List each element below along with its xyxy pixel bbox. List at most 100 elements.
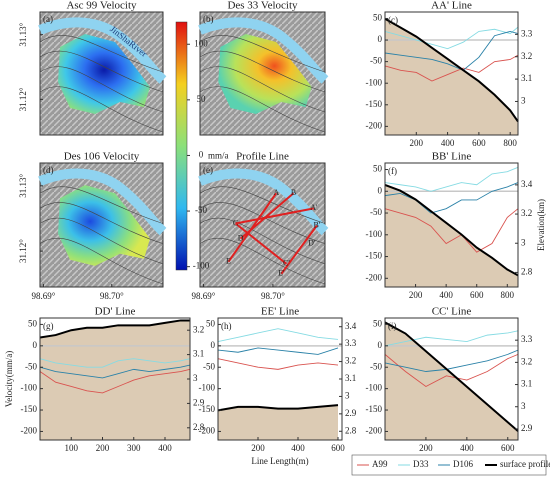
landslide-area	[58, 185, 150, 266]
y2-tick-label: 3.2	[345, 356, 356, 366]
y-tick-label: 0	[378, 340, 383, 350]
velocity-line	[384, 182, 519, 214]
y-tick-label: -50	[203, 361, 215, 371]
y-tick-label: 31.13°	[18, 174, 28, 198]
landslide-area	[58, 34, 150, 114]
x-tick-label: 98.69°	[192, 291, 216, 301]
y-tick-label: 50	[206, 318, 216, 328]
velocity-line	[384, 166, 519, 192]
velocity-line	[384, 349, 519, 372]
map-background	[199, 162, 326, 288]
colorbar-tick-label: 0	[199, 150, 204, 160]
y2-tick-label: 3.1	[193, 349, 204, 359]
x-tick-label: 600	[470, 290, 484, 300]
y-tick-label: -200	[21, 426, 38, 436]
y2-tick-label: 3	[521, 401, 526, 411]
velocity-line	[217, 358, 339, 370]
y2-tick-label: 3.2	[521, 208, 532, 218]
surface-area	[385, 18, 518, 135]
y-tick-label: 50	[373, 164, 383, 174]
y2-tick-label: 3	[521, 237, 526, 247]
y2-tick-label: 3.1	[521, 73, 532, 83]
y2-tick-label: 2.8	[345, 425, 357, 435]
surface-line	[384, 183, 519, 277]
y-tick-label: 0	[211, 340, 216, 350]
y2-tick-label: 3	[193, 373, 198, 383]
contour	[199, 35, 326, 73]
colorbar	[175, 21, 188, 271]
profile-line	[235, 207, 315, 225]
panel-label: (f)	[388, 166, 397, 176]
contour	[199, 50, 326, 93]
y-tick-label: 31.12°	[18, 239, 28, 263]
velocity-line	[384, 26, 519, 50]
panel-title: BB' Line	[432, 151, 472, 163]
x-tick-label: 300	[127, 443, 141, 453]
x-tick-label: 98.69°	[31, 291, 55, 301]
contour	[199, 66, 326, 113]
y2-tick-label: 3.2	[193, 324, 204, 334]
y2-axis-label: Elevation(km)	[536, 199, 546, 251]
y2-tick-label: 3.3	[345, 338, 357, 348]
panel-title: CC' Line	[432, 306, 472, 318]
contour	[199, 217, 326, 265]
y2-tick-label: 2.9	[521, 423, 533, 433]
surface-area	[385, 184, 518, 287]
profile-line	[280, 224, 318, 275]
panel-title: AA' Line	[431, 0, 472, 12]
y-tick-label: -100	[366, 229, 383, 239]
contour	[199, 86, 326, 133]
contour	[199, 186, 326, 224]
contour	[39, 202, 164, 244]
x-tick-label: 400	[158, 443, 172, 453]
y2-tick-label: 3.4	[345, 321, 357, 331]
panel-label: (g)	[43, 321, 54, 331]
panel-label: (b)	[203, 14, 214, 24]
y-tick-label: 50	[373, 318, 383, 328]
y2-tick-label: 2.9	[193, 397, 205, 407]
y-tick-label: -100	[199, 383, 216, 393]
surface-line	[217, 404, 339, 412]
panel-label: (e)	[203, 165, 213, 175]
profile-letter: A'	[310, 203, 318, 212]
y2-tick-label: 3	[345, 390, 350, 400]
panel-label: (d)	[43, 165, 54, 175]
colorbar-tick-label: 100	[194, 38, 208, 48]
x-tick-label: 800	[501, 290, 515, 300]
y2-tick-label: 3	[521, 96, 526, 106]
panel-title: Asc 99 Velocity	[66, 0, 137, 12]
surface-line	[384, 321, 519, 432]
panel-title: Des 106 Velocity	[64, 151, 140, 163]
x-tick-label: 200	[251, 443, 265, 453]
surface-area	[40, 320, 190, 440]
x-tick-label: 200	[96, 443, 110, 453]
y2-tick-label: 3.1	[345, 373, 356, 383]
x-tick-label: 200	[419, 443, 433, 453]
y-tick-label: 50	[373, 13, 383, 23]
colorbar-tick-label: -100	[193, 261, 210, 271]
profile-line	[239, 192, 295, 240]
panel-label: (c)	[388, 15, 398, 25]
velocity-line	[384, 30, 519, 71]
panel-title: Profile Line	[236, 151, 289, 163]
y-tick-label: -200	[199, 426, 216, 436]
x-tick-label: 400	[441, 138, 455, 148]
contour	[39, 35, 164, 73]
profile-letter: A	[273, 188, 279, 197]
velocity-line	[384, 208, 519, 253]
y-tick-label: -100	[366, 77, 383, 87]
surface-line	[39, 319, 190, 339]
contour	[199, 202, 326, 244]
y-tick-label: 50	[28, 318, 38, 328]
y2-tick-label: 3.3	[521, 28, 533, 38]
legend-label: D33	[413, 459, 429, 469]
contour	[39, 66, 164, 113]
x-tick-label: 98.70°	[261, 291, 285, 301]
x-tick-label: 98.70°	[100, 291, 124, 301]
x-axis-label: Line Length(m)	[251, 456, 308, 466]
surface-area	[218, 405, 338, 440]
y-tick-label: 31.12°	[18, 87, 28, 111]
legend-label: D106	[453, 459, 473, 469]
contour	[39, 238, 164, 285]
